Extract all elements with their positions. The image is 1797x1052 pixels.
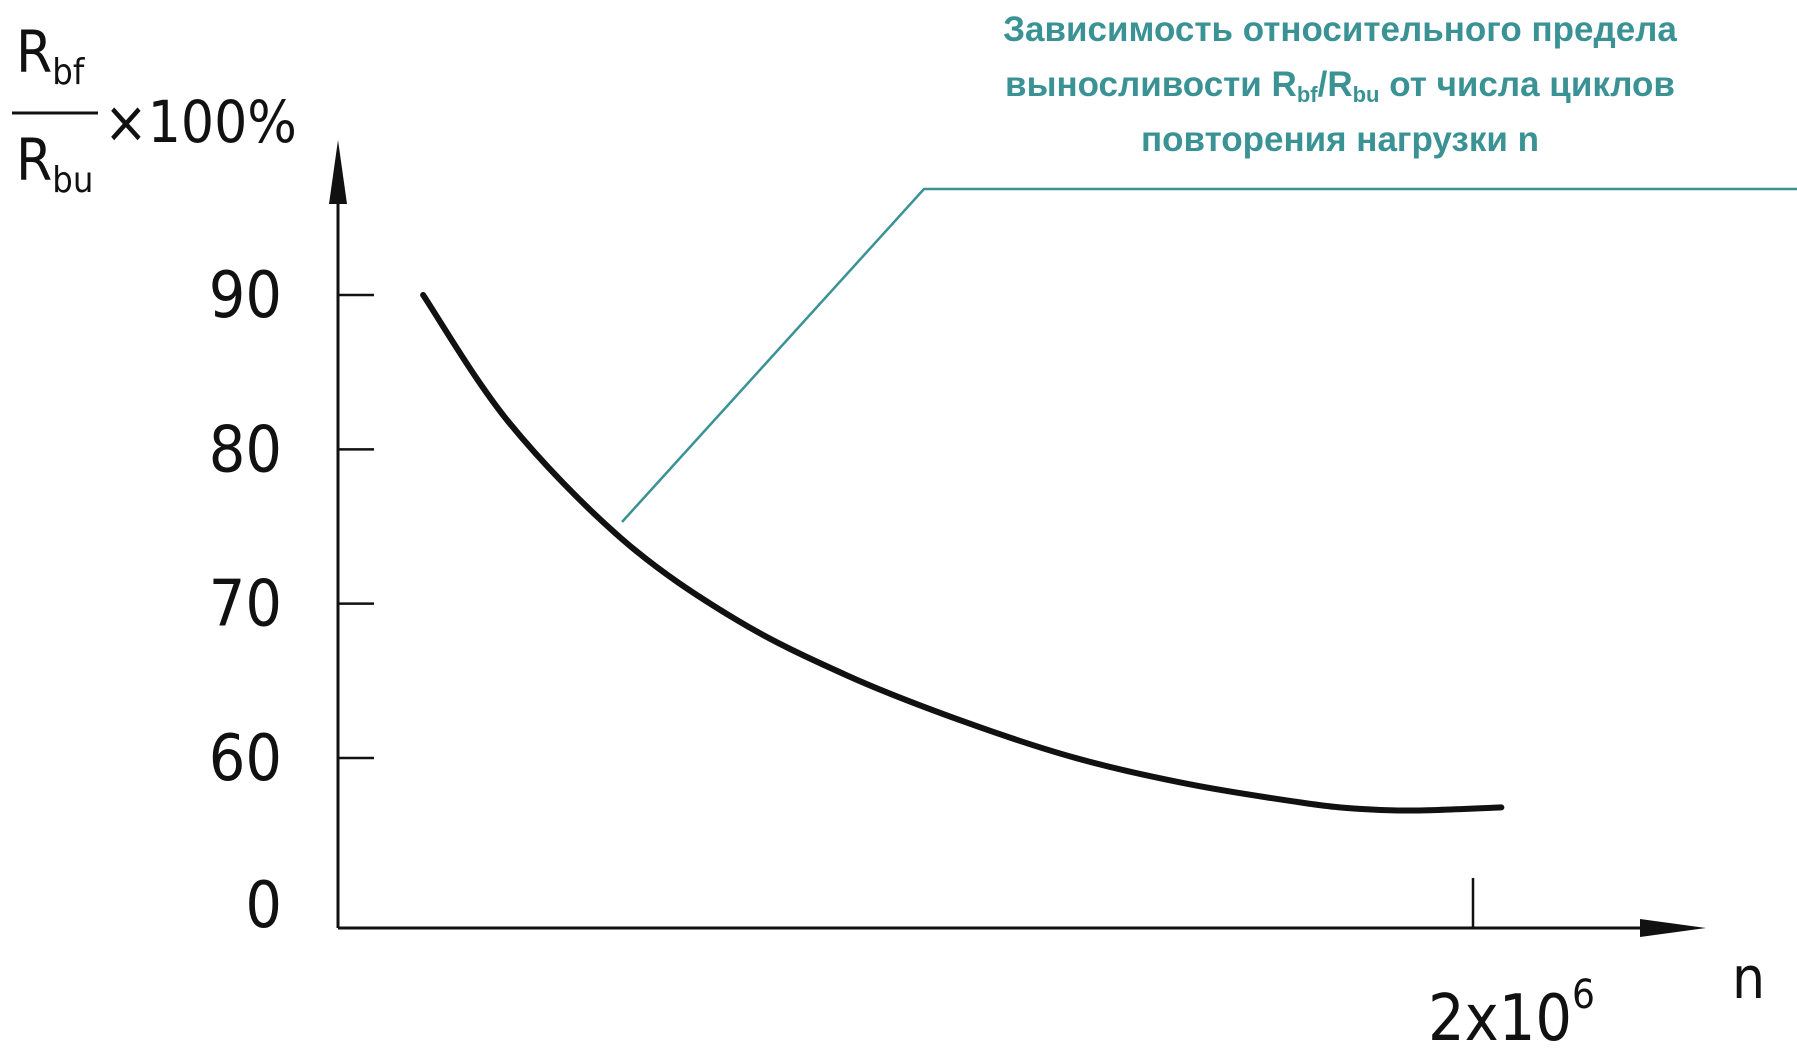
y-tick-label-60: 60 (209, 722, 282, 796)
chart-title: Зависимость относительного предела вынос… (930, 2, 1750, 167)
x-axis-arrow (1640, 919, 1706, 937)
y-tick-label-0: 0 (245, 869, 282, 943)
title-line-2: выносливости Rbf/Rbu от числа циклов (1005, 65, 1675, 107)
y-label-num-sub: bf (52, 52, 86, 93)
y-label-suffix: ×100% (104, 88, 297, 156)
svg-text:Rbf: Rbf (16, 18, 86, 93)
y-label-num-base: R (16, 18, 52, 86)
y-axis-label: Rbf Rbu ×100% (12, 18, 297, 201)
y-tick-label-90: 90 (209, 259, 282, 333)
x-tick-label: 2x106 (1428, 972, 1595, 1052)
x-ticks: 2x106 (1428, 878, 1595, 1052)
series-line (420, 292, 1505, 814)
y-label-den-sub: bu (52, 160, 93, 201)
y-tick-label-70: 70 (209, 568, 282, 642)
y-axis-arrow (329, 140, 347, 204)
x-axis-label: n (1732, 944, 1765, 1012)
title-line-1: Зависимость относительного предела (1003, 10, 1677, 49)
y-ticks: 0 60 70 80 90 (209, 259, 374, 943)
y-label-den-base: R (16, 126, 52, 194)
annotation-leader-line (621, 187, 1797, 523)
title-line-3: повторения нагрузки n (1141, 120, 1539, 159)
y-tick-label-80: 80 (209, 413, 282, 487)
svg-text:Rbu: Rbu (16, 126, 93, 201)
